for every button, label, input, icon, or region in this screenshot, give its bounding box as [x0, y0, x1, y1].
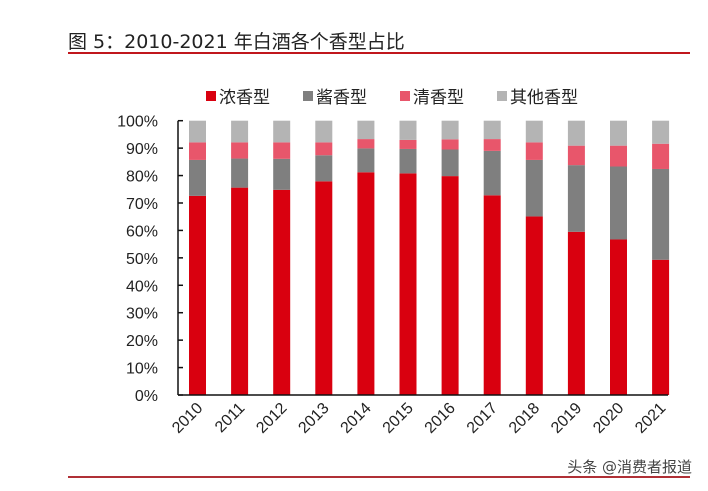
bar-segment-2021: [652, 143, 670, 169]
y-tick-label: 60%: [126, 223, 158, 240]
legend-swatch: [497, 91, 507, 101]
legend-label: 酱香型: [316, 88, 367, 108]
watermark: 头条 @消费者报道: [567, 458, 692, 476]
bar-segment-2016: [441, 149, 459, 177]
bar-segment-2014: [357, 139, 375, 149]
bar-segment-2011: [231, 142, 249, 159]
y-tick-label: 20%: [126, 333, 158, 350]
x-tick-label: 2017: [464, 400, 501, 437]
bar-segment-2013: [315, 181, 333, 395]
legend-label: 清香型: [413, 88, 464, 108]
bar-segment-2018: [525, 159, 543, 217]
bar-segment-2012: [273, 158, 291, 190]
x-axis: 2010 2011 2012 2013 2014 2015 2016 2017 2018 2019…: [169, 394, 670, 437]
bar-segment-2017: [483, 195, 501, 395]
title-divider: [68, 52, 690, 54]
x-tick-label: 2019: [548, 400, 585, 437]
bar-segment-2021: [652, 120, 670, 144]
bar-segment-2020: [610, 239, 627, 395]
bar-segment-2010: [189, 159, 206, 196]
bar-segment-2017: [483, 150, 501, 196]
bar-segment-2013: [315, 120, 333, 143]
bar-segment-2013: [315, 155, 333, 182]
bar-segment-2012: [273, 120, 291, 143]
y-tick-label: 40%: [126, 278, 158, 295]
legend-label: 浓香型: [219, 88, 270, 108]
bar-segment-2018: [525, 216, 543, 395]
bar-segment-2019: [567, 145, 585, 166]
x-tick-label: 2021: [632, 400, 669, 437]
bar-segment-2020: [610, 145, 627, 167]
y-tick-label: 80%: [126, 169, 158, 186]
y-tick-label: 100%: [117, 114, 158, 131]
y-tick-label: 0%: [135, 388, 158, 405]
legend: 浓香型 酱香型 清香型 其他香型: [206, 88, 578, 108]
bar-segment-2015: [399, 148, 417, 174]
bar-segment-2012: [273, 142, 291, 159]
x-tick-label: 2020: [590, 400, 627, 437]
legend-swatch: [303, 91, 313, 101]
bar-segment-2015: [399, 139, 417, 149]
bar-segment-2014: [357, 148, 375, 173]
x-tick-label: 2012: [253, 400, 290, 437]
x-tick-label: 2015: [380, 400, 417, 437]
bar-segment-2017: [483, 139, 501, 151]
bar-segment-2015: [399, 120, 417, 140]
x-tick-label: 2018: [506, 400, 543, 437]
bar-segment-2012: [273, 189, 291, 395]
x-tick-label: 2013: [295, 400, 332, 437]
y-axis: 0% 10% 20% 30% 40% 50% 60% 70% 80% 90% 100%: [117, 114, 183, 405]
bar-segment-2016: [441, 120, 459, 140]
bar-segment-2016: [441, 139, 459, 150]
bar-segment-2011: [231, 158, 249, 188]
x-tick-label: 2016: [422, 400, 459, 437]
bar-segment-2014: [357, 172, 375, 395]
y-tick-label: 30%: [126, 306, 158, 323]
bar-segment-2021: [652, 259, 670, 395]
bar-segment-2019: [567, 120, 585, 146]
x-tick-label: 2014: [338, 400, 375, 437]
bar-segment-2021: [652, 168, 670, 260]
bar-segment-2019: [567, 231, 585, 395]
bars: [189, 120, 670, 395]
bar-segment-2020: [610, 166, 627, 240]
bar-segment-2010: [189, 142, 206, 160]
bar-segment-2020: [610, 120, 627, 146]
bar-segment-2010: [189, 195, 206, 395]
bar-segment-2011: [231, 187, 249, 395]
figure-title: 图 5：2010-2021 年白酒各个香型占比: [68, 31, 405, 53]
x-tick-label: 2011: [212, 400, 248, 436]
bar-segment-2018: [525, 120, 543, 143]
legend-label: 其他香型: [510, 88, 578, 108]
x-tick-label: 2010: [169, 400, 206, 437]
y-tick-label: 70%: [126, 196, 158, 213]
y-tick-label: 10%: [126, 361, 158, 378]
legend-swatch: [206, 91, 216, 101]
bar-segment-2010: [189, 120, 206, 143]
bar-segment-2019: [567, 165, 585, 232]
bar-segment-2013: [315, 142, 333, 156]
bar-segment-2018: [525, 142, 543, 160]
y-tick-label: 50%: [126, 251, 158, 268]
bar-segment-2015: [399, 173, 417, 395]
legend-swatch: [400, 91, 410, 101]
footer-divider: [68, 476, 690, 478]
bar-segment-2017: [483, 120, 501, 140]
bar-segment-2014: [357, 120, 375, 140]
bar-segment-2011: [231, 120, 249, 143]
y-tick-label: 90%: [126, 141, 158, 158]
bar-segment-2016: [441, 176, 459, 395]
